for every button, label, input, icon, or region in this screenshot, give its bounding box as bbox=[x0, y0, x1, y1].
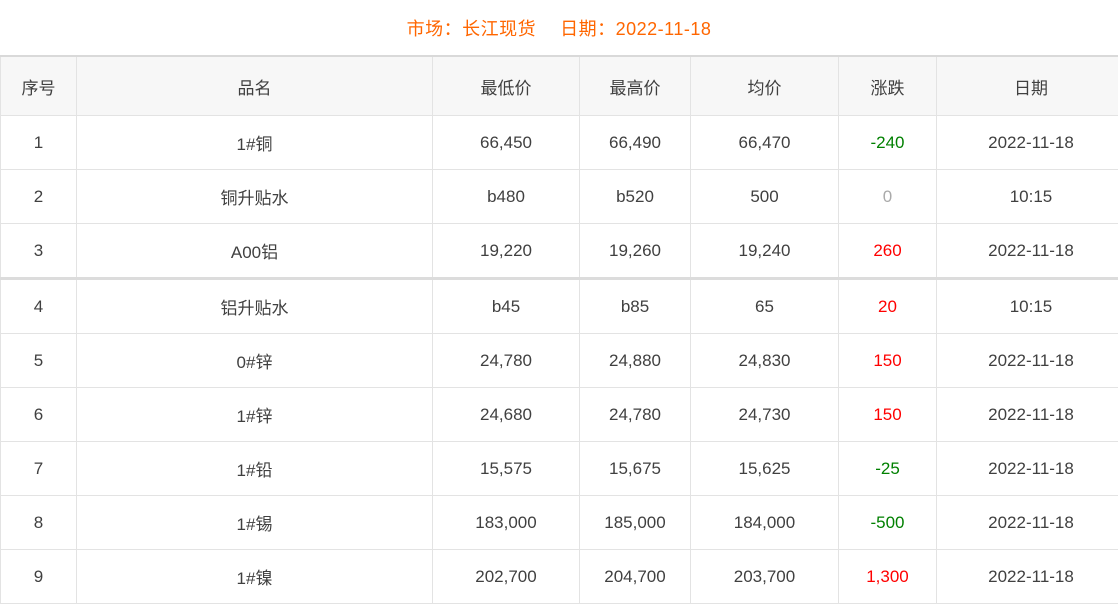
cell-name: 1#铜 bbox=[77, 116, 433, 170]
cell-change: 20 bbox=[839, 279, 937, 334]
cell-change: -500 bbox=[839, 496, 937, 550]
cell-name: A00铝 bbox=[77, 224, 433, 279]
cell-name: 1#锌 bbox=[77, 388, 433, 442]
cell-date: 2022-11-18 bbox=[937, 334, 1118, 388]
cell-index: 6 bbox=[1, 388, 77, 442]
cell-name: 1#铅 bbox=[77, 442, 433, 496]
cell-high: 15,675 bbox=[580, 442, 691, 496]
cell-date: 2022-11-18 bbox=[937, 442, 1118, 496]
cell-high: 66,490 bbox=[580, 116, 691, 170]
cell-high: b520 bbox=[580, 170, 691, 224]
cell-index: 7 bbox=[1, 442, 77, 496]
cell-low: 24,680 bbox=[433, 388, 580, 442]
column-header-high: 最高价 bbox=[580, 56, 691, 116]
cell-low: 24,780 bbox=[433, 334, 580, 388]
column-header-change: 涨跌 bbox=[839, 56, 937, 116]
cell-change: 0 bbox=[839, 170, 937, 224]
cell-high: 24,880 bbox=[580, 334, 691, 388]
cell-low: 202,700 bbox=[433, 550, 580, 604]
cell-date: 10:15 bbox=[937, 170, 1118, 224]
cell-high: 185,000 bbox=[580, 496, 691, 550]
cell-change: -240 bbox=[839, 116, 937, 170]
cell-date: 2022-11-18 bbox=[937, 496, 1118, 550]
cell-index: 9 bbox=[1, 550, 77, 604]
cell-change: -25 bbox=[839, 442, 937, 496]
cell-index: 1 bbox=[1, 116, 77, 170]
cell-index: 2 bbox=[1, 170, 77, 224]
cell-date: 10:15 bbox=[937, 279, 1118, 334]
cell-date: 2022-11-18 bbox=[937, 224, 1118, 279]
cell-change: 150 bbox=[839, 334, 937, 388]
market-label: 市场： bbox=[407, 19, 463, 39]
cell-avg: 500 bbox=[691, 170, 839, 224]
cell-index: 8 bbox=[1, 496, 77, 550]
cell-high: 19,260 bbox=[580, 224, 691, 279]
cell-change: 150 bbox=[839, 388, 937, 442]
cell-avg: 15,625 bbox=[691, 442, 839, 496]
column-header-avg: 均价 bbox=[691, 56, 839, 116]
column-header-name: 品名 bbox=[77, 56, 433, 116]
cell-high: 204,700 bbox=[580, 550, 691, 604]
cell-avg: 203,700 bbox=[691, 550, 839, 604]
cell-date: 2022-11-18 bbox=[937, 116, 1118, 170]
cell-name: 铝升贴水 bbox=[77, 279, 433, 334]
column-header-low: 最低价 bbox=[433, 56, 580, 116]
date-label: 日期： bbox=[560, 19, 616, 39]
cell-date: 2022-11-18 bbox=[937, 388, 1118, 442]
title-date-value: 2022-11-18 bbox=[616, 19, 712, 39]
column-header-date: 日期 bbox=[937, 56, 1118, 116]
cell-low: 183,000 bbox=[433, 496, 580, 550]
cell-change: 260 bbox=[839, 224, 937, 279]
cell-low: 66,450 bbox=[433, 116, 580, 170]
cell-avg: 66,470 bbox=[691, 116, 839, 170]
cell-low: 19,220 bbox=[433, 224, 580, 279]
cell-avg: 184,000 bbox=[691, 496, 839, 550]
cell-avg: 19,240 bbox=[691, 224, 839, 279]
cell-high: b85 bbox=[580, 279, 691, 334]
cell-name: 0#锌 bbox=[77, 334, 433, 388]
cell-date: 2022-11-18 bbox=[937, 550, 1118, 604]
cell-index: 3 bbox=[1, 224, 77, 279]
cell-low: 15,575 bbox=[433, 442, 580, 496]
cell-change: 1,300 bbox=[839, 550, 937, 604]
cell-index: 5 bbox=[1, 334, 77, 388]
date-group: 日期：2022-11-18 bbox=[560, 15, 711, 41]
cell-index: 4 bbox=[1, 279, 77, 334]
cell-high: 24,780 bbox=[580, 388, 691, 442]
cell-avg: 65 bbox=[691, 279, 839, 334]
column-header-index: 序号 bbox=[1, 56, 77, 116]
cell-name: 1#镍 bbox=[77, 550, 433, 604]
market-group: 市场：长江现货 bbox=[407, 15, 537, 41]
cell-low: b45 bbox=[433, 279, 580, 334]
cell-avg: 24,830 bbox=[691, 334, 839, 388]
cell-low: b480 bbox=[433, 170, 580, 224]
cell-name: 铜升贴水 bbox=[77, 170, 433, 224]
header-row: 序号品名最低价最高价均价涨跌日期 bbox=[1, 56, 1118, 116]
page-title: 市场：长江现货 日期：2022-11-18 bbox=[0, 0, 1118, 55]
cell-name: 1#锡 bbox=[77, 496, 433, 550]
price-table-header: 序号品名最低价最高价均价涨跌日期 bbox=[1, 56, 1118, 116]
cell-avg: 24,730 bbox=[691, 388, 839, 442]
market-value: 长江现货 bbox=[462, 19, 536, 39]
